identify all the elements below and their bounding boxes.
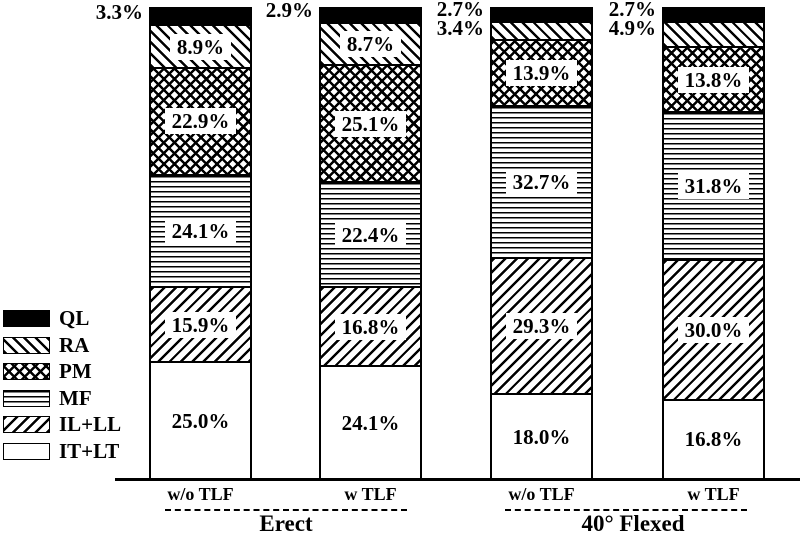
segment-it-lt: 18.0% [492,393,591,478]
outside-labels-bar-1: 2.9% [247,0,313,22]
crosshatch-swatch-icon [3,363,50,380]
legend-item-ql: QL [3,306,121,330]
segment-pm: 13.9% [492,39,591,105]
solid-black-swatch-icon [3,310,50,327]
stacked-bar-1: 8.7% 25.1% 22.4% 16.8% 24.1% [319,7,422,480]
segment-value-label: 29.3% [505,313,578,340]
outside-labels-bar-3: 2.7% 4.9% [590,0,656,40]
group-label-0: Erect [259,511,313,536]
segment-it-lt: 25.0% [151,361,250,478]
segment-il-ll: 29.3% [492,256,591,394]
segment-il-ll: 30.0% [664,259,763,399]
segment-ra: 8.9% [151,24,250,67]
white-swatch-icon [3,442,50,460]
segment-value-label: 8.9% [169,33,232,60]
segment-value-label: 22.4% [334,221,407,248]
segment-value-label: 18.0% [505,423,578,450]
outside-value-label: 3.4% [436,16,484,40]
slash-hatch-swatch-icon [3,416,50,433]
legend-label: QL [59,306,90,330]
segment-ra: 8.7% [321,22,420,65]
condition-label-bar-1: w TLF [344,484,397,504]
outside-value-label: 2.7% [436,0,484,21]
segment-value-label: 31.8% [677,173,750,200]
legend-label: PM [59,359,92,383]
outside-value-label: 2.9% [265,0,313,22]
outside-value-label: 4.9% [608,16,656,40]
segment-value-label: 22.9% [164,108,237,135]
segment-it-lt: 24.1% [321,365,420,478]
backslash-hatch-swatch-icon [3,336,50,354]
legend-item-ra: RA [3,332,121,357]
segment-value-label: 32.7% [505,168,578,195]
segment-mf: 31.8% [664,111,763,260]
condition-label-bar-3: w TLF [687,484,740,504]
legend-item-pm: PM [3,359,121,383]
outside-labels-bar-2: 2.7% 3.4% [418,0,484,40]
condition-label-bar-2: w/o TLF [508,484,575,504]
stacked-bar-2: 13.9% 32.7% 29.3% 18.0% [490,7,593,480]
legend-label: IT+LT [59,438,120,463]
segment-mf: 24.1% [151,173,250,287]
segment-value-label: 8.7% [339,31,402,58]
segment-value-label: 25.1% [334,110,407,137]
legend-label: RA [59,332,90,357]
segment-pm: 13.8% [664,45,763,112]
segment-il-ll: 16.8% [321,286,420,366]
segment-value-label: 25.0% [164,407,237,434]
segment-value-label: 30.0% [677,317,750,344]
segment-ql [151,9,250,25]
legend-item-mf: MF [3,385,121,410]
segment-value-label: 13.8% [677,66,750,93]
segment-mf: 32.7% [492,104,591,257]
segment-value-label: 15.9% [164,311,237,338]
segment-ra [664,21,763,46]
segment-value-label: 16.8% [334,313,407,340]
segment-ra [492,21,591,39]
stacked-bar-0: 8.9% 22.9% 24.1% 15.9% 25.0% [149,7,252,480]
segment-mf: 22.4% [321,181,420,287]
segment-il-ll: 15.9% [151,286,250,362]
segment-pm: 25.1% [321,64,420,182]
legend: QL RA PM MF IL+LL IT+LT [3,306,122,463]
legend-item-it-lt: IT+LT [3,438,121,463]
legend-item-il-ll: IL+LL [3,412,122,436]
outside-value-label: 3.3% [95,0,143,24]
segment-value-label: 24.1% [164,218,237,245]
segment-value-label: 16.8% [677,426,750,453]
group-underline-1 [505,509,747,511]
segment-ql [492,9,591,22]
condition-label-bar-0: w/o TLF [167,484,234,504]
group-underline-0 [165,509,407,511]
legend-label: IL+LL [59,412,122,436]
horizontal-lines-swatch-icon [3,389,50,407]
legend-label: MF [59,385,92,410]
segment-value-label: 13.9% [505,59,578,86]
segment-it-lt: 16.8% [664,398,763,478]
x-axis-line [115,478,800,481]
stacked-bar-3: 13.8% 31.8% 30.0% 16.8% [662,7,765,480]
segment-value-label: 24.1% [334,409,407,436]
segment-ql [664,9,763,22]
segment-pm: 22.9% [151,66,250,174]
segment-ql [321,9,420,23]
group-label-1: 40° Flexed [581,511,685,536]
outside-value-label: 2.7% [608,0,656,21]
outside-labels-bar-0: 3.3% [77,0,143,24]
